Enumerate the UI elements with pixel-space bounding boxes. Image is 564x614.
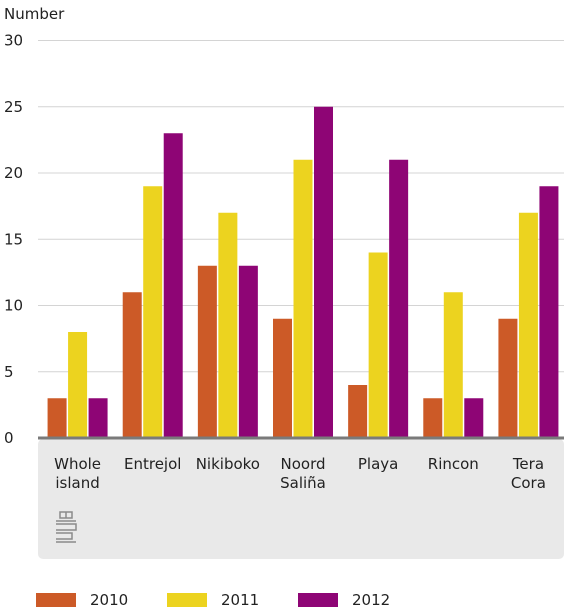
- y-tick-label: 25: [4, 98, 23, 116]
- x-tick-label-line: Whole: [54, 455, 101, 473]
- y-axis-label: Number: [4, 5, 65, 23]
- x-tick-label-line: Saliña: [280, 474, 326, 492]
- x-tick-label: Playa: [358, 455, 398, 473]
- x-tick-label-line: Nikiboko: [196, 455, 260, 473]
- bar-2011-0: [68, 332, 88, 438]
- cbs-logo-icon: [56, 511, 77, 543]
- bar-2010-0: [47, 398, 67, 438]
- bar-2012-4: [389, 159, 409, 438]
- x-tick-label-line: Noord: [281, 455, 326, 473]
- bar-2010-4: [348, 385, 368, 438]
- legend-swatch: [167, 593, 207, 607]
- bar-2012-6: [539, 186, 559, 438]
- x-tick-label: Whole island: [54, 455, 101, 492]
- x-tick-label: Noord Saliña: [280, 455, 326, 492]
- x-tick-labels: Whole island Entrejol Nikiboko Noord Saliña Pl…: [54, 455, 546, 492]
- bar-2011-5: [443, 292, 463, 438]
- bar-2010-5: [423, 398, 443, 438]
- category-label-panel: [38, 439, 564, 559]
- legend-label: 2010: [90, 591, 129, 609]
- bar-2010-2: [197, 265, 217, 438]
- y-tick-label: 15: [4, 230, 23, 248]
- bar-2012-5: [464, 398, 484, 438]
- bar-2012-0: [88, 398, 108, 438]
- x-tick-label-line: Entrejol: [124, 455, 181, 473]
- y-tick-label: 5: [4, 363, 14, 381]
- x-tick-label: Entrejol: [124, 455, 181, 473]
- bar-2010-3: [273, 318, 292, 438]
- bar-2012-2: [238, 265, 258, 438]
- legend-swatch: [298, 593, 338, 607]
- y-tick-labels: 0 5 10 15 20 25 30: [4, 32, 23, 448]
- legend-label: 2011: [221, 591, 260, 609]
- x-tick-label: Tera Cora: [511, 455, 546, 492]
- bar-2011-6: [518, 212, 538, 438]
- x-tick-label-line: Rincon: [428, 455, 479, 473]
- y-tick-label: 0: [4, 429, 14, 447]
- x-tick-label-line: Tera: [512, 455, 544, 473]
- x-tick-label-line: Playa: [358, 455, 398, 473]
- bar-2011-1: [143, 186, 163, 438]
- x-tick-label: Nikiboko: [196, 455, 260, 473]
- legend-swatch: [36, 593, 76, 607]
- bar-2012-3: [314, 106, 333, 438]
- bars: [47, 106, 559, 438]
- bar-2010-6: [498, 318, 518, 438]
- bar-2011-2: [218, 212, 238, 438]
- x-tick-label: Rincon: [428, 455, 479, 473]
- y-tick-label: 10: [4, 297, 23, 315]
- x-tick-label-line: island: [55, 474, 99, 492]
- bar-2012-1: [163, 133, 183, 438]
- bar-2011-4: [368, 252, 388, 438]
- legend-label: 2012: [352, 591, 391, 609]
- y-tick-label: 30: [4, 32, 23, 50]
- bar-2010-1: [122, 292, 142, 438]
- y-tick-label: 20: [4, 164, 23, 182]
- x-tick-label-line: Cora: [511, 474, 546, 492]
- bar-2011-3: [293, 159, 313, 438]
